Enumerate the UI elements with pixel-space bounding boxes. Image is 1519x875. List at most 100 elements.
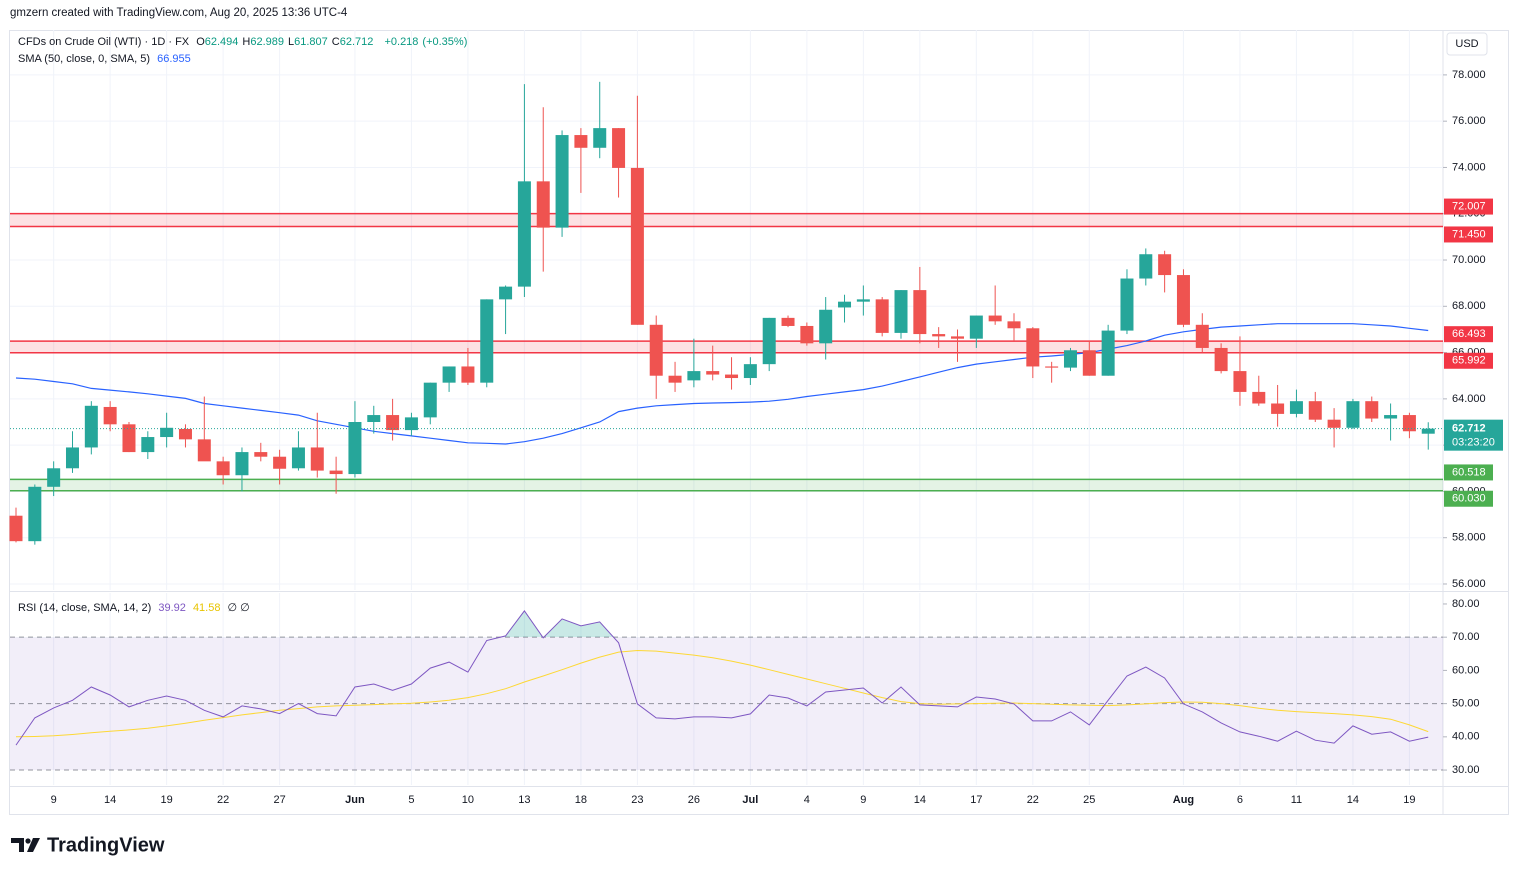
ohlc-value: 62.989 [250,36,285,48]
y-tick-label: 64.000 [1452,393,1486,405]
x-tick-label: 11 [1291,794,1302,806]
plot [9,81,1443,746]
x-tick-label: 22 [1027,794,1039,806]
candle-body [800,325,814,344]
candle-body [1195,324,1209,348]
candle-body [404,417,418,431]
candle-body [291,447,305,469]
sma-line [15,323,1429,445]
zone-label-box [1444,198,1493,215]
x-tick-label: 13 [518,794,530,806]
candle-body [499,286,513,300]
candle-body [1252,391,1266,404]
y-tick-label: 76.000 [1452,115,1486,127]
ohlc-label: C [331,36,340,48]
candle-body [1327,419,1341,428]
zone-label-box [1444,490,1493,507]
candle-body [668,375,682,383]
axes: 56.00058.00060.00062.00064.00066.00068.0… [51,69,1503,806]
candle-body [1139,254,1153,279]
candle-body [84,405,98,448]
candle-body [875,299,889,333]
zone-label-box [1444,352,1493,369]
ohlc-value: 62.712 [339,36,374,48]
brand-logo [11,838,40,852]
zone-label-box [1444,226,1493,243]
x-tick-label: 17 [970,794,982,806]
rsi-extra: ∅ ∅ [227,602,250,614]
candle-body [1158,254,1172,276]
brand: TradingView [47,834,165,856]
y-tick-label: 58.000 [1452,532,1486,544]
candle-body [856,299,870,302]
zone-label: 65.992 [1452,355,1486,367]
candle-body [1233,371,1247,392]
ohlc-label: O [196,36,205,48]
candle-body [1214,347,1228,372]
y-tick-label: 30.00 [1452,764,1480,776]
x-tick-label: 14 [914,794,926,806]
zone [10,479,1443,491]
candle-body [894,290,908,333]
price-legend: CFDs on Crude Oil (WTI) · 1D · FX O62.49… [18,36,471,48]
candle-body [348,422,362,475]
ohlc-label: L [288,36,295,48]
candle-body [1271,403,1285,414]
x-tick-label: 14 [104,794,116,806]
candle-body [819,309,833,344]
ohlc: O62.494 H62.989 L61.807 C62.712 [196,36,377,48]
x-tick-label: 19 [161,794,173,806]
x-tick-label: 10 [462,794,474,806]
candle-body [838,301,852,308]
x-tick-label: 19 [1403,794,1415,806]
candle-body [1045,366,1059,368]
candle-body [442,366,456,383]
candle-body [1063,350,1077,368]
candle-body [1026,328,1040,367]
candle-body [178,428,192,440]
rsi-name[interactable]: RSI (14, close, SMA, 14, 2) [18,602,152,614]
rsi-legend: RSI (14, close, SMA, 14, 2) 39.92 41.58 … [18,601,254,614]
rsi-line [15,649,1429,738]
x-tick-label: 6 [1237,794,1243,806]
candle-body [65,447,79,469]
y-tick-label: 74.000 [1452,161,1486,173]
symbol[interactable]: CFDs on Crude Oil (WTI) · 1D · FX [18,36,190,48]
y-tick-label: 78.000 [1452,69,1486,81]
candle-body [536,181,550,228]
candle-body [913,290,927,335]
x-tick-label: 23 [631,794,643,806]
last-price-box [1444,419,1503,451]
x-tick-label: 22 [217,794,229,806]
candle-body [762,317,776,365]
zone-label: 72.007 [1452,200,1486,212]
candle-body [1289,401,1303,414]
zone-label-box [1444,326,1493,343]
header: gmzern created with TradingView.com, Aug… [10,7,348,19]
x-tick-label: 9 [860,794,866,806]
candle-body [1176,275,1190,325]
candle-body [47,468,61,487]
candle-body [951,336,964,339]
candle-body [517,181,531,287]
candle-body [630,167,644,325]
candle-body [28,486,42,542]
candle-body [725,374,739,379]
candle-body [932,334,946,337]
currency-box[interactable] [1446,32,1488,56]
x-tick-label: 9 [51,794,57,806]
candle-body [367,415,381,422]
zone-label: 60.518 [1452,466,1486,478]
candle-body [386,415,400,431]
candle-body [122,424,136,453]
candle-body [1007,321,1021,329]
candle-body [141,437,155,453]
last-price: 62.712 [1452,423,1486,435]
rsi-sma-value: 41.58 [192,602,221,614]
candle-body [235,452,249,476]
sma-name[interactable]: SMA (50, close, 0, SMA, 5) [18,53,151,65]
ohlc-value: 62.494 [204,36,239,48]
x-tick-label: 26 [688,794,700,806]
candle-body [9,515,23,542]
